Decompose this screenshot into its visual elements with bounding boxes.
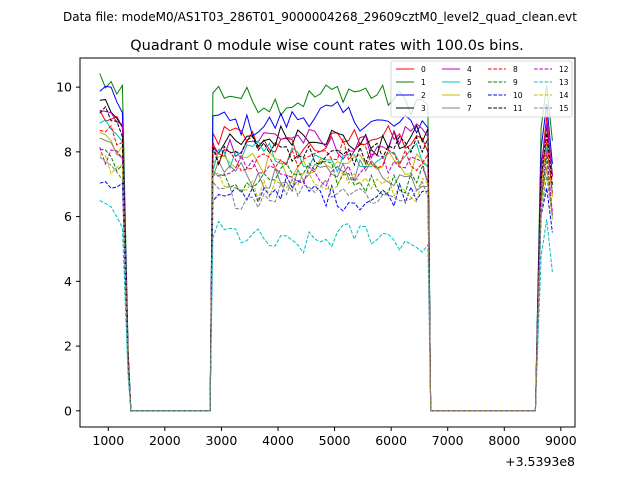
legend-label-4: 4 — [467, 65, 472, 74]
series-line-2 — [99, 85, 553, 412]
legend-label-13: 13 — [559, 78, 569, 87]
series-line-14 — [99, 154, 553, 412]
legend-label-3: 3 — [421, 104, 426, 113]
y-tick-label: 10 — [56, 80, 72, 95]
x-axis: 1000 2000 3000 4000 5000 6000 7000 8000 9000 — [92, 427, 577, 448]
series-line-8 — [99, 124, 553, 412]
x-tick-label: 3000 — [206, 433, 238, 448]
series-line-15 — [99, 156, 553, 412]
legend-label-15: 15 — [559, 104, 569, 113]
series-line-3 — [99, 99, 553, 412]
legend-label-0: 0 — [421, 65, 426, 74]
legend-label-9: 9 — [513, 78, 518, 87]
series-line-4 — [99, 110, 553, 412]
y-tick-label: 4 — [64, 274, 72, 289]
legend-label-14: 14 — [559, 91, 569, 100]
series-line-13 — [99, 200, 553, 412]
legend-label-10: 10 — [513, 91, 523, 100]
x-tick-label: 8000 — [488, 433, 520, 448]
x-tick-label: 1000 — [92, 433, 124, 448]
series-line-6 — [99, 132, 553, 412]
axes-frame — [79, 57, 576, 428]
x-tick-label: 5000 — [319, 433, 351, 448]
legend-label-2: 2 — [421, 91, 426, 100]
legend-label-1: 1 — [421, 78, 426, 87]
x-tick-label: 6000 — [375, 433, 407, 448]
legend-label-6: 6 — [467, 91, 472, 100]
y-tick-label: 2 — [64, 339, 72, 354]
x-tick-label: 9000 — [545, 433, 577, 448]
legend-label-5: 5 — [467, 78, 472, 87]
series-lines — [99, 73, 553, 412]
chart-title: Quadrant 0 module wise count rates with … — [130, 38, 524, 54]
y-tick-label: 0 — [64, 403, 72, 418]
y-tick-label: 6 — [64, 209, 72, 224]
legend-box — [390, 60, 573, 118]
series-line-12 — [99, 147, 553, 412]
series-line-11 — [99, 105, 553, 412]
x-tick-label: 4000 — [262, 433, 294, 448]
legend-label-12: 12 — [559, 65, 569, 74]
legend-label-11: 11 — [513, 104, 523, 113]
x-tick-label: 7000 — [432, 433, 464, 448]
figure-suptitle: Data file: modeM0/AS1T03_286T01_90000042… — [63, 10, 577, 24]
series-line-7 — [99, 137, 553, 412]
y-axis: 0 2 4 6 8 10 — [56, 80, 80, 418]
x-offset-label: +3.5393e8 — [505, 454, 575, 469]
legend-label-8: 8 — [513, 65, 518, 74]
x-tick-label: 2000 — [149, 433, 181, 448]
y-tick-label: 8 — [64, 144, 72, 159]
legend-label-7: 7 — [467, 104, 472, 113]
